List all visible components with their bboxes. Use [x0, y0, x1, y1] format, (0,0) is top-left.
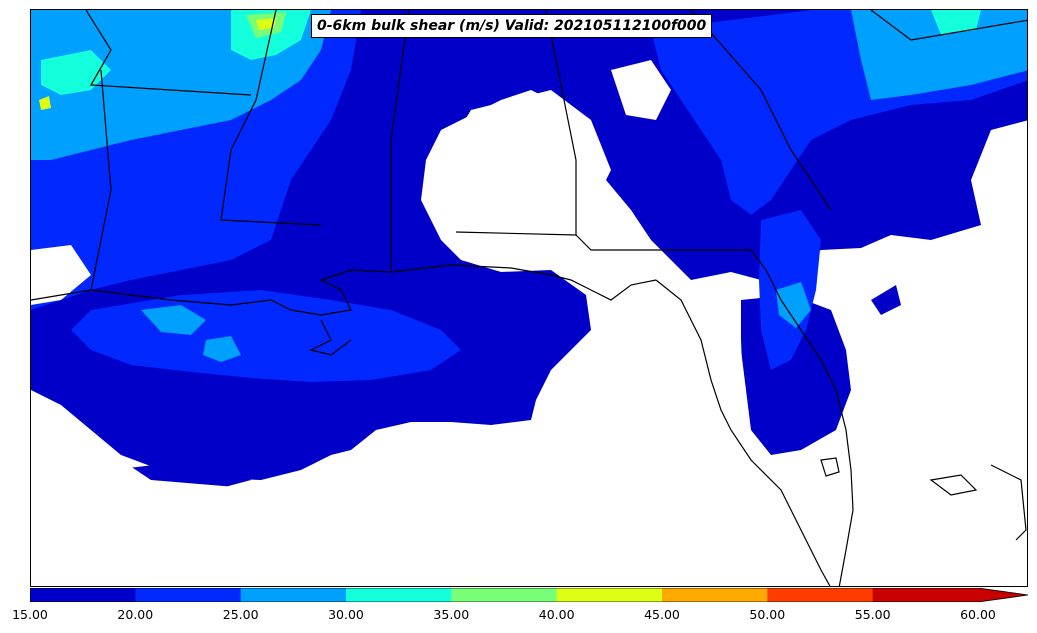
colorbar-segment: [30, 588, 136, 602]
state-border: [390, 10, 410, 270]
contour-level-30: [931, 10, 981, 35]
bahamas-outline: [929, 474, 978, 496]
coastline: [309, 319, 352, 356]
colorbar-segment: [662, 588, 768, 602]
below-threshold-areas: [31, 60, 1027, 586]
contour-level-40: [256, 18, 276, 30]
colorbar-tick-label: 50.00: [749, 607, 786, 622]
state-border: [455, 10, 577, 236]
colorbar-tick-label: 20.00: [117, 607, 154, 622]
geographic-boundaries: [31, 10, 1027, 586]
colorbar-segment: [767, 588, 874, 602]
colorbar-tick-label: 60.00: [960, 607, 996, 622]
state-border: [85, 10, 252, 96]
colorbar-tick-label: 25.00: [222, 607, 259, 622]
colorbar-segment: [240, 588, 347, 602]
bahamas-outline: [990, 464, 1027, 541]
colorbar-tick-label: 45.00: [644, 607, 680, 622]
colorbar-outline: [30, 588, 1028, 602]
contour-level-25: [203, 336, 241, 362]
clear-area: [451, 90, 611, 215]
shear-contour-map: [31, 10, 1027, 586]
clear-area: [611, 60, 671, 120]
clear-area: [881, 230, 1027, 586]
colorbar-segment: [556, 588, 663, 602]
clear-area: [31, 410, 849, 586]
clear-area: [31, 245, 91, 305]
colorbar-tick-label: 30.00: [328, 607, 364, 622]
colorbar-tick-label: 55.00: [854, 607, 891, 622]
shear-contours: [31, 10, 1027, 586]
map-panel: [30, 9, 1028, 587]
contour-level-30: [41, 50, 111, 95]
coastline: [655, 279, 831, 586]
state-border: [220, 10, 322, 226]
colorbar-tick-label: 35.00: [433, 607, 470, 622]
clear-area: [616, 270, 743, 430]
coastline: [765, 269, 854, 586]
colorbar-segment: [451, 588, 558, 602]
colorbar-segment: [872, 588, 979, 602]
state-border: [870, 10, 1027, 41]
contour-level-15: [871, 285, 901, 315]
coastline: [31, 264, 657, 316]
colorbar-tick-label: 40.00: [538, 607, 575, 622]
colorbar-tick-label: 15.00: [12, 607, 48, 622]
colorbar-extend-arrow: [978, 588, 1028, 602]
contour-level-25: [851, 10, 1027, 100]
contour-level-25: [141, 305, 206, 335]
colorbar-segment: [135, 588, 242, 602]
colorbar-segment: [346, 588, 452, 602]
colorbar-segments: [30, 588, 1028, 602]
state-border: [90, 69, 112, 291]
lake-okeechobee: [820, 457, 840, 477]
colorbar: [30, 588, 1028, 602]
state-border: [690, 10, 832, 211]
contour-level-25: [776, 282, 811, 328]
map-title: 0-6km bulk shear (m/s) Valid: 2021051121…: [311, 14, 713, 38]
contour-level-40: [39, 96, 51, 110]
state-border: [575, 234, 767, 271]
